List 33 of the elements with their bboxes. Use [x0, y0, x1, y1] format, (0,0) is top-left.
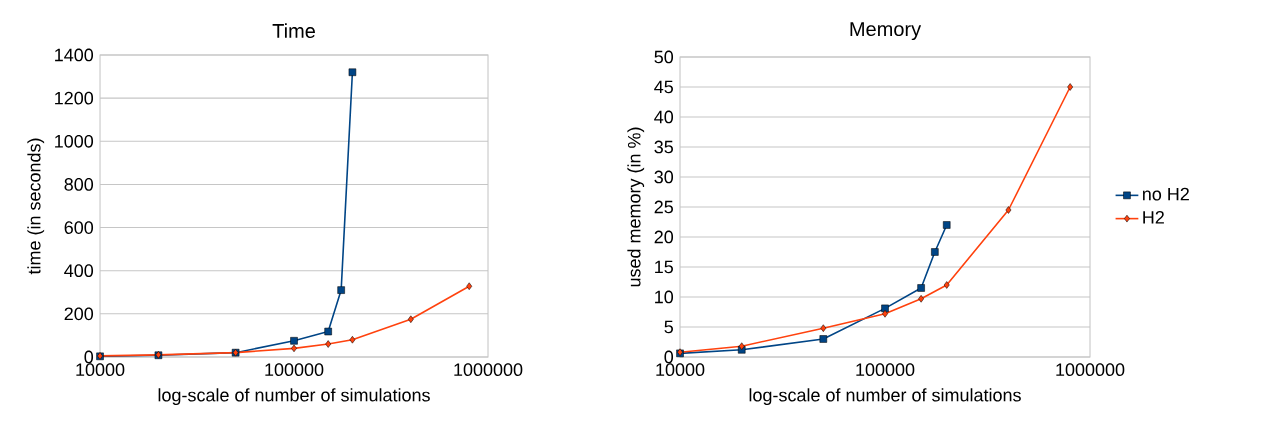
y-tick-label: 0: [84, 350, 94, 364]
chart-title: Time: [272, 23, 315, 39]
x-axis-title: log-scale of number of simulations: [158, 388, 430, 406]
legend-label: H2: [1143, 210, 1164, 224]
y-tick-label: 5: [664, 320, 674, 334]
y-axis-title: time (in seconds): [27, 138, 45, 275]
y-tick-label: 40: [654, 110, 674, 124]
y-tick-label: 30: [654, 170, 674, 184]
y-tick-label: 25: [654, 200, 673, 214]
legend-label: no H2: [1143, 187, 1189, 201]
x-axis-title: log-scale of number of simulations: [749, 388, 1021, 406]
y-axis-title: used memory (in %): [627, 127, 645, 287]
x-tick-label: 10000: [656, 363, 705, 376]
y-tick-label: 1200: [55, 91, 94, 105]
y-tick-label: 50: [654, 50, 674, 64]
x-tick-label: 100000: [265, 363, 324, 376]
y-tick-label: 0: [664, 350, 674, 364]
y-tick-label: 400: [64, 264, 94, 278]
chart-title: Memory: [850, 22, 922, 41]
y-tick-label: 15: [655, 260, 673, 274]
x-tick-label: 1000000: [454, 363, 523, 376]
y-tick-label: 1000: [55, 134, 94, 148]
x-tick-label: 10000: [76, 363, 125, 376]
x-tick-label: 100000: [856, 363, 915, 376]
y-tick-label: 10: [655, 290, 674, 304]
y-tick-label: 600: [64, 221, 94, 234]
y-tick-label: 20: [654, 230, 674, 244]
y-tick-label: 800: [64, 178, 94, 191]
y-tick-label: 1400: [55, 48, 94, 62]
y-tick-label: 35: [654, 140, 673, 154]
y-tick-label: 200: [64, 307, 94, 321]
x-tick-label: 1000000: [1056, 363, 1125, 376]
y-tick-label: 45: [654, 80, 673, 94]
